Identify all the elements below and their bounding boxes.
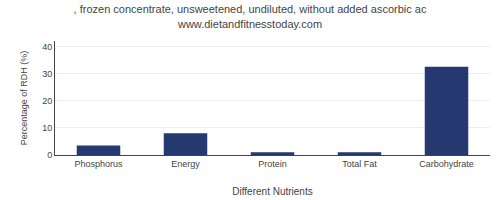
svg-text:Phosphorus: Phosphorus xyxy=(74,159,123,169)
svg-text:Carbohydrate: Carbohydrate xyxy=(419,159,474,169)
svg-text:40: 40 xyxy=(42,42,52,52)
svg-text:Energy: Energy xyxy=(171,159,200,169)
svg-text:, frozen concentrate, unsweete: , frozen concentrate, unsweetened, undil… xyxy=(74,3,427,29)
svg-text:Total Fat: Total Fat xyxy=(342,159,377,169)
svg-text:Protein: Protein xyxy=(258,159,287,169)
svg-text:30: 30 xyxy=(42,69,52,79)
svg-text:10: 10 xyxy=(42,123,52,133)
svg-text:20: 20 xyxy=(42,96,52,106)
svg-text:Percentage of RDH (%): Percentage of RDH (%) xyxy=(19,51,29,146)
svg-text:0: 0 xyxy=(47,150,52,160)
svg-text:Different Nutrients: Different Nutrients xyxy=(232,186,312,197)
